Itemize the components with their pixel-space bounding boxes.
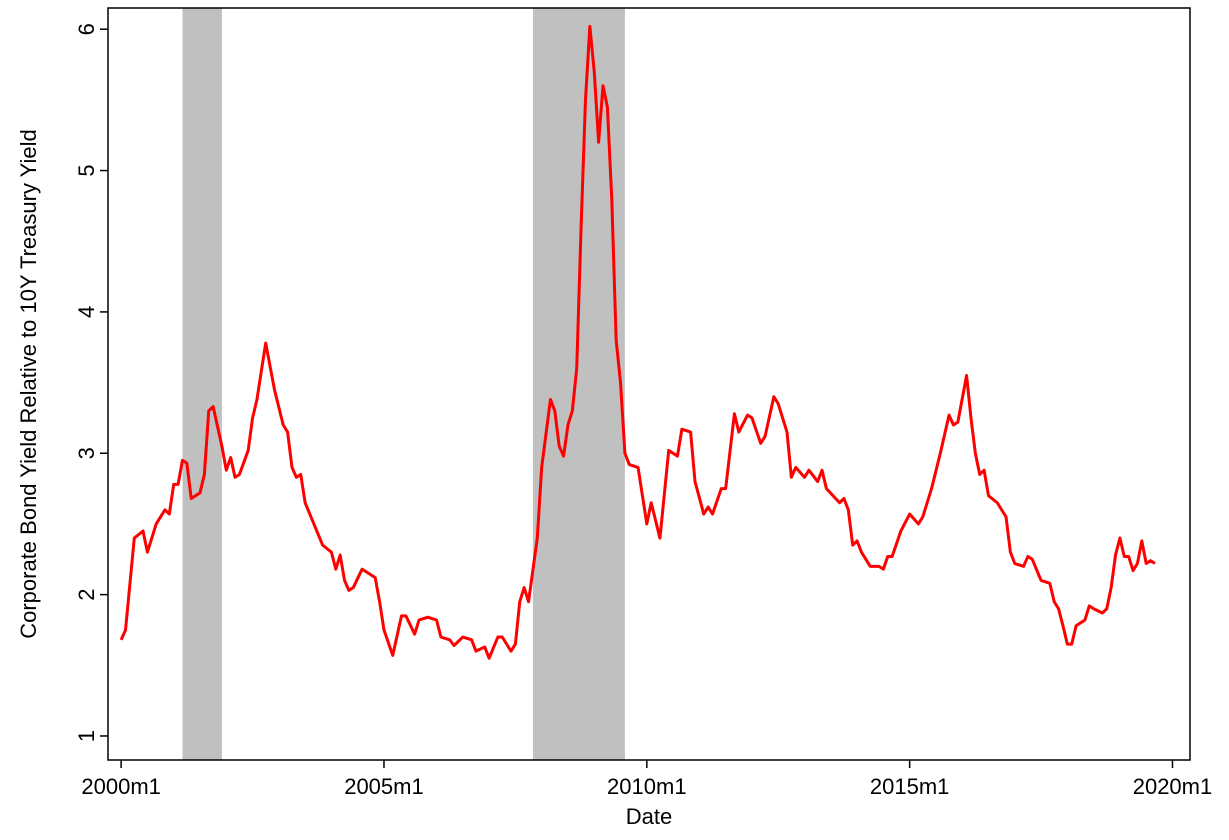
x-tick-label: 2005m1 [344, 774, 424, 799]
y-tick-label: 4 [74, 306, 99, 318]
x-axis-label: Date [626, 804, 672, 829]
x-tick-label: 2020m1 [1133, 774, 1213, 799]
y-tick-label: 5 [74, 164, 99, 176]
x-tick-label: 2000m1 [81, 774, 161, 799]
x-tick-label: 2015m1 [870, 774, 950, 799]
y-axis-label: Corporate Bond Yield Relative to 10Y Tre… [16, 129, 41, 639]
shaded-period [532, 8, 625, 760]
plot-frame [107, 7, 1191, 761]
y-tick-label: 3 [74, 447, 99, 459]
line [119, 24, 1156, 660]
y-tick-label: 6 [74, 23, 99, 35]
x-tick-label: 2010m1 [607, 774, 687, 799]
shaded-period [182, 8, 222, 760]
y-tick-label: 2 [74, 588, 99, 600]
y-tick-label: 1 [74, 730, 99, 742]
